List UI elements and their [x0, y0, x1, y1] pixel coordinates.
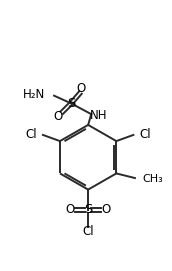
- Text: Cl: Cl: [25, 128, 37, 141]
- Text: S: S: [84, 203, 92, 216]
- Text: O: O: [77, 82, 86, 95]
- Text: NH: NH: [89, 109, 107, 122]
- Text: O: O: [101, 203, 111, 216]
- Text: Cl: Cl: [140, 128, 151, 141]
- Text: H₂N: H₂N: [23, 88, 46, 101]
- Text: O: O: [53, 110, 63, 123]
- Text: Cl: Cl: [82, 225, 94, 238]
- Text: CH₃: CH₃: [142, 174, 163, 184]
- Text: S: S: [67, 97, 75, 110]
- Text: O: O: [66, 203, 75, 216]
